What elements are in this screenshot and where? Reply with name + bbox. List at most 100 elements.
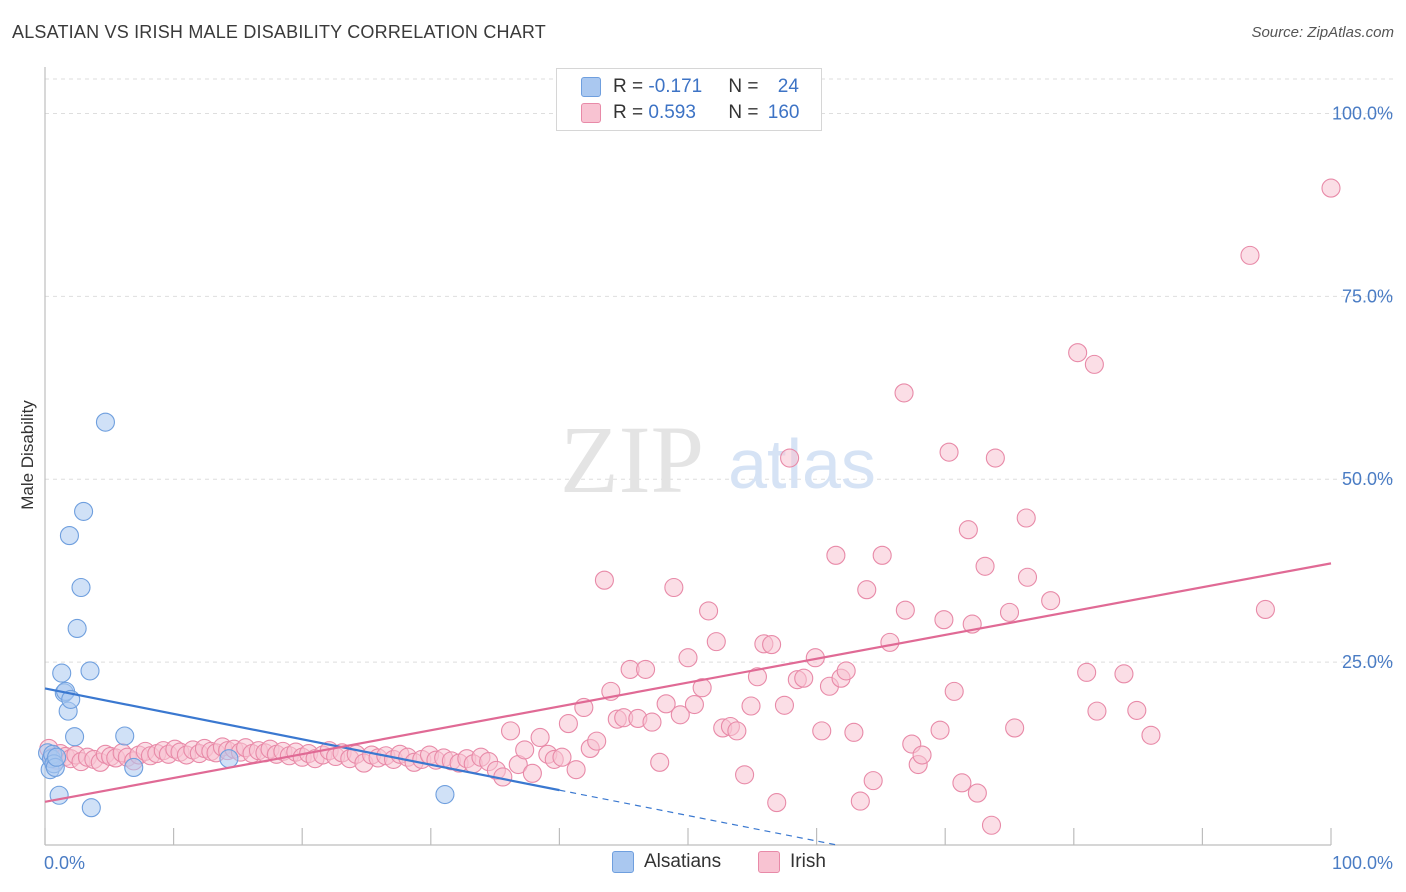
- irish-point: [844, 722, 864, 742]
- irish-point: [664, 577, 684, 598]
- alsatians-point: [71, 577, 91, 598]
- irish-point: [952, 773, 972, 793]
- irish-point: [780, 448, 800, 468]
- alsatians-point: [67, 618, 87, 639]
- irish-point: [985, 448, 1005, 468]
- irish-point: [967, 783, 987, 803]
- legend-r-label: R =: [613, 76, 649, 97]
- legend-r-value: 0.593: [648, 102, 696, 123]
- irish-point: [515, 740, 535, 760]
- irish-point: [566, 760, 586, 780]
- irish-point: [1077, 662, 1097, 682]
- legend-n-value: 24: [777, 76, 799, 97]
- irish-point: [1084, 354, 1104, 374]
- irish-point: [1114, 664, 1134, 684]
- irish-point: [857, 580, 877, 600]
- irish-point: [762, 635, 782, 655]
- y-tick-label: 25.0%: [1342, 652, 1393, 672]
- irish-point: [1016, 508, 1036, 528]
- irish-point: [636, 659, 656, 679]
- irish-point: [863, 771, 883, 791]
- irish-point: [894, 383, 914, 403]
- bottom-legend-swatch-alsatians: [612, 851, 634, 873]
- alsatians-point: [80, 661, 100, 681]
- irish-point: [1141, 725, 1161, 745]
- irish-point: [735, 765, 755, 785]
- irish-point: [1240, 245, 1260, 265]
- x-tick-label-min: 0.0%: [44, 853, 85, 873]
- irish-point: [587, 731, 607, 751]
- alsatians-point: [47, 747, 67, 767]
- irish-point: [552, 747, 572, 767]
- irish-point: [826, 545, 846, 565]
- alsatians-point: [219, 749, 239, 769]
- watermark-atlas: atlas: [728, 425, 876, 503]
- irish-point: [999, 602, 1020, 622]
- x-tick-label-max: 100.0%: [1332, 853, 1393, 873]
- irish-point: [558, 714, 578, 734]
- legend-swatch-irish: [581, 103, 601, 123]
- axes: [44, 67, 1332, 846]
- irish-point: [678, 648, 698, 668]
- irish-point: [981, 815, 1002, 835]
- alsatians-point: [65, 727, 85, 747]
- irish-point: [642, 712, 662, 732]
- source-label: Source: ZipAtlas.com: [1251, 24, 1394, 41]
- irish-point: [500, 721, 521, 741]
- irish-point: [767, 793, 787, 813]
- y-tick-label: 50.0%: [1342, 469, 1393, 489]
- alsatians-point: [59, 526, 79, 546]
- irish-point: [699, 601, 719, 621]
- irish-point: [1068, 343, 1088, 363]
- irish-point: [880, 632, 900, 652]
- legend-row-irish: R = 0.593 N = 160: [581, 101, 799, 125]
- alsatians-point: [49, 785, 69, 805]
- alsatians-trend-line: [44, 687, 560, 792]
- legend-n-label: N =: [728, 76, 764, 97]
- irish-point: [530, 727, 550, 748]
- irish-point: [930, 720, 950, 740]
- irish-point: [944, 681, 964, 701]
- irish-point: [812, 721, 832, 741]
- irish-point: [650, 752, 670, 772]
- alsatians-point: [435, 784, 455, 805]
- irish-point: [836, 661, 856, 681]
- trend-lines: [44, 562, 1332, 846]
- irish-point: [794, 668, 814, 688]
- irish-trend-line: [44, 562, 1332, 803]
- legend-swatch-alsatians: [581, 77, 601, 97]
- irish-point: [727, 721, 747, 741]
- irish-point: [1005, 718, 1025, 738]
- irish-point: [1041, 591, 1061, 611]
- irish-point: [850, 791, 870, 811]
- irish-point: [706, 632, 726, 652]
- watermark: ZIP atlas: [560, 406, 876, 513]
- irish-point: [656, 694, 676, 714]
- y-tick-label: 75.0%: [1342, 286, 1393, 306]
- irish-point: [692, 678, 712, 698]
- irish-point: [741, 696, 761, 716]
- legend-row-alsatians: R = -0.171 N = 24: [581, 75, 799, 99]
- chart-title: ALSATIAN VS IRISH MALE DISABILITY CORREL…: [12, 22, 546, 42]
- y-axis-label: Male Disability: [18, 400, 37, 510]
- irish-point: [912, 745, 932, 765]
- irish-point: [522, 763, 542, 783]
- irish-point: [684, 694, 704, 715]
- irish-point: [1255, 599, 1275, 619]
- alsatians-point: [124, 757, 144, 778]
- alsatians-point: [95, 412, 115, 432]
- irish-point: [594, 570, 614, 590]
- legend: R = -0.171 N = 24 R = 0.593 N = 160: [556, 68, 822, 131]
- irish-point: [1321, 178, 1341, 198]
- y-tick-label: 100.0%: [1332, 103, 1393, 123]
- alsatians-point: [81, 798, 101, 818]
- legend-r-value: -0.171: [648, 76, 703, 97]
- alsatians-trend-extension: [559, 789, 838, 846]
- irish-point: [1017, 567, 1038, 587]
- bottom-legend-label-alsatians: Alsatians: [644, 851, 722, 872]
- alsatians-point: [52, 663, 72, 683]
- irish-point: [872, 545, 892, 565]
- alsatians-point: [74, 501, 94, 521]
- irish-point: [774, 695, 795, 715]
- bottom-legend-alsatians: Alsatians: [612, 851, 721, 873]
